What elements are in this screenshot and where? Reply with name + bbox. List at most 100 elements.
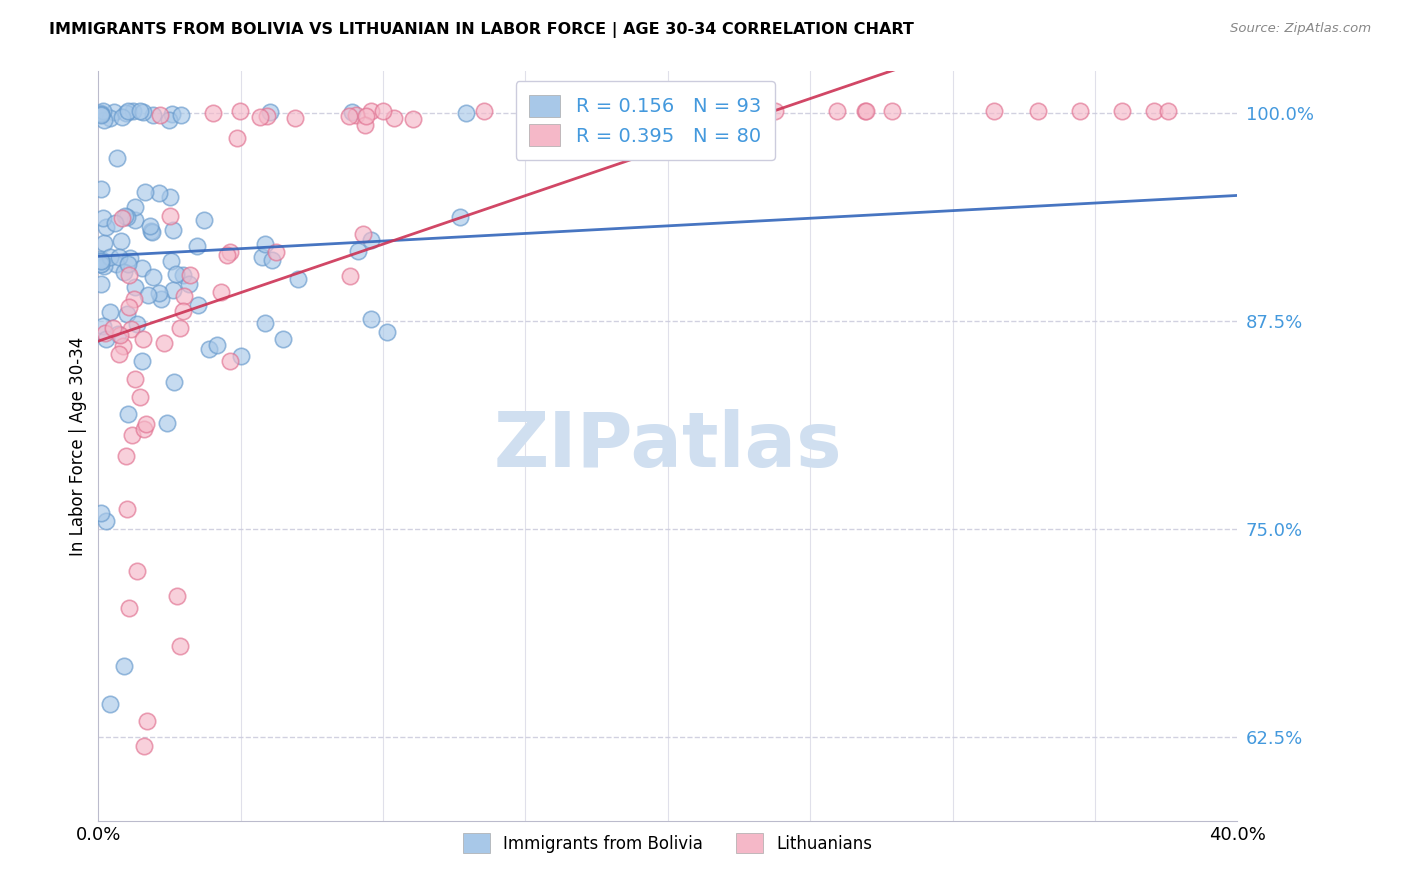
Point: [160, 107, 183, 121]
Point: [118, 268, 141, 282]
Point: [571, 104, 593, 119]
Point: [121, 428, 143, 442]
Point: [112, 265, 135, 279]
Point: [115, 449, 138, 463]
Point: [98, 250, 121, 264]
Point: [544, 104, 567, 119]
Point: [93, 235, 115, 250]
Point: [131, 260, 153, 275]
Point: [166, 589, 188, 603]
Point: [159, 253, 181, 268]
Point: [264, 245, 287, 260]
Point: [284, 111, 307, 125]
Point: [135, 417, 157, 431]
Point: [249, 110, 271, 124]
Point: [118, 252, 141, 266]
Point: [157, 112, 180, 127]
Point: [825, 104, 848, 119]
Point: [142, 270, 165, 285]
Point: [287, 272, 309, 286]
Point: [93, 113, 115, 128]
Point: [120, 321, 142, 335]
Point: [115, 307, 138, 321]
Point: [104, 257, 127, 271]
Point: [855, 104, 877, 119]
Point: [94, 326, 117, 341]
Point: [170, 108, 193, 122]
Point: [218, 244, 240, 259]
Point: [172, 304, 194, 318]
Point: [94, 220, 117, 235]
Point: [124, 280, 146, 294]
Point: [118, 300, 141, 314]
Point: [90, 108, 112, 122]
Point: [602, 104, 624, 119]
Point: [187, 298, 209, 312]
Point: [107, 250, 129, 264]
Point: [153, 335, 176, 350]
Point: [107, 326, 129, 341]
Point: [165, 267, 187, 281]
Point: [131, 332, 153, 346]
Point: [128, 390, 150, 404]
Point: [114, 105, 136, 120]
Point: [763, 104, 786, 119]
Point: [134, 186, 156, 200]
Point: [90, 277, 112, 291]
Point: [337, 109, 360, 123]
Point: [112, 658, 135, 673]
Point: [138, 288, 160, 302]
Point: [122, 292, 145, 306]
Text: ZIPatlas: ZIPatlas: [494, 409, 842, 483]
Point: [115, 211, 138, 225]
Point: [536, 104, 558, 119]
Point: [148, 186, 170, 200]
Point: [141, 226, 163, 240]
Point: [352, 227, 374, 241]
Point: [149, 292, 172, 306]
Point: [141, 224, 163, 238]
Point: [124, 200, 146, 214]
Point: [118, 600, 141, 615]
Point: [90, 257, 112, 271]
Point: [202, 105, 225, 120]
Point: [454, 106, 477, 120]
Point: [177, 277, 200, 291]
Point: [94, 332, 117, 346]
Point: [169, 321, 191, 335]
Point: [193, 212, 215, 227]
Point: [132, 739, 155, 753]
Point: [91, 211, 114, 225]
Point: [93, 259, 115, 273]
Point: [344, 108, 367, 122]
Point: [173, 289, 195, 303]
Point: [124, 372, 146, 386]
Point: [198, 343, 221, 357]
Point: [207, 338, 229, 352]
Point: [692, 104, 714, 119]
Point: [449, 210, 471, 224]
Point: [219, 353, 242, 368]
Point: [347, 244, 370, 258]
Point: [260, 253, 283, 268]
Point: [104, 216, 127, 230]
Point: [105, 151, 128, 165]
Point: [371, 104, 394, 119]
Point: [474, 104, 496, 119]
Point: [225, 130, 247, 145]
Point: [159, 210, 181, 224]
Legend: Immigrants from Bolivia, Lithuanians: Immigrants from Bolivia, Lithuanians: [456, 825, 880, 861]
Point: [581, 104, 603, 119]
Point: [360, 312, 382, 326]
Point: [169, 639, 191, 653]
Point: [641, 109, 664, 123]
Point: [125, 317, 148, 331]
Point: [94, 514, 117, 528]
Point: [103, 105, 125, 120]
Point: [135, 714, 157, 728]
Point: [100, 112, 122, 126]
Point: [101, 321, 124, 335]
Point: [1111, 104, 1133, 119]
Point: [131, 353, 153, 368]
Point: [578, 105, 600, 120]
